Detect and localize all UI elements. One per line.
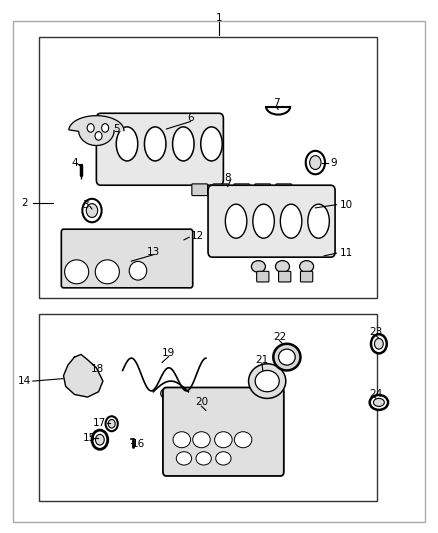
Text: 18: 18 (91, 364, 104, 374)
Ellipse shape (215, 432, 232, 448)
FancyBboxPatch shape (96, 114, 223, 185)
Ellipse shape (300, 261, 314, 272)
Ellipse shape (201, 127, 222, 161)
Circle shape (306, 151, 325, 174)
FancyBboxPatch shape (276, 184, 292, 196)
Text: 22: 22 (273, 332, 286, 342)
FancyBboxPatch shape (39, 37, 377, 298)
Text: 10: 10 (339, 200, 353, 209)
Text: 1: 1 (215, 13, 223, 23)
Ellipse shape (116, 127, 138, 161)
Text: 3: 3 (82, 200, 89, 210)
Ellipse shape (280, 204, 302, 238)
Ellipse shape (249, 364, 286, 399)
Text: 24: 24 (369, 390, 382, 399)
Circle shape (82, 199, 102, 222)
Text: 4: 4 (71, 158, 78, 167)
FancyBboxPatch shape (300, 271, 313, 282)
Ellipse shape (255, 370, 279, 392)
FancyBboxPatch shape (213, 184, 229, 196)
Ellipse shape (173, 127, 194, 161)
FancyBboxPatch shape (163, 387, 284, 476)
Ellipse shape (193, 432, 210, 448)
Circle shape (310, 156, 321, 169)
Circle shape (371, 334, 387, 353)
Circle shape (86, 204, 98, 217)
Ellipse shape (225, 204, 247, 238)
Text: 9: 9 (331, 158, 337, 167)
Circle shape (87, 124, 94, 132)
FancyBboxPatch shape (61, 229, 193, 288)
Ellipse shape (129, 262, 147, 280)
Text: 2: 2 (21, 198, 28, 207)
Text: 16: 16 (132, 439, 145, 449)
Polygon shape (64, 354, 103, 397)
FancyBboxPatch shape (192, 184, 208, 196)
Text: 5: 5 (113, 124, 120, 134)
Ellipse shape (308, 204, 329, 238)
Text: 15: 15 (83, 433, 96, 443)
FancyBboxPatch shape (257, 271, 269, 282)
Text: 20: 20 (195, 398, 208, 407)
Text: 14: 14 (18, 376, 31, 386)
FancyBboxPatch shape (13, 21, 425, 522)
Text: 19: 19 (162, 348, 175, 358)
Text: 6: 6 (187, 114, 194, 123)
Ellipse shape (276, 261, 290, 272)
Circle shape (95, 132, 102, 140)
FancyBboxPatch shape (39, 314, 377, 501)
Ellipse shape (373, 399, 385, 406)
Circle shape (92, 430, 108, 449)
Circle shape (161, 389, 168, 398)
Ellipse shape (253, 204, 274, 238)
Circle shape (102, 124, 109, 132)
Circle shape (95, 434, 104, 445)
FancyBboxPatch shape (234, 184, 250, 196)
Text: 7: 7 (272, 98, 279, 108)
Ellipse shape (215, 452, 231, 465)
Circle shape (374, 338, 383, 349)
Circle shape (108, 419, 115, 428)
Ellipse shape (279, 349, 295, 365)
Ellipse shape (95, 260, 119, 284)
Text: 11: 11 (339, 248, 353, 258)
Ellipse shape (64, 260, 88, 284)
Text: 21: 21 (255, 355, 268, 365)
Ellipse shape (273, 344, 300, 370)
FancyBboxPatch shape (279, 271, 291, 282)
Text: 12: 12 (191, 231, 204, 240)
Text: 17: 17 (93, 418, 106, 427)
Text: 13: 13 (147, 247, 160, 257)
Text: 8: 8 (224, 173, 231, 183)
Polygon shape (69, 116, 124, 146)
Ellipse shape (370, 395, 388, 410)
Ellipse shape (196, 452, 211, 465)
Text: 23: 23 (369, 327, 382, 336)
Ellipse shape (234, 432, 252, 448)
Ellipse shape (173, 432, 191, 448)
FancyBboxPatch shape (255, 184, 271, 196)
Ellipse shape (251, 261, 265, 272)
FancyBboxPatch shape (208, 185, 335, 257)
Ellipse shape (145, 127, 166, 161)
Ellipse shape (176, 452, 191, 465)
Circle shape (106, 416, 118, 431)
